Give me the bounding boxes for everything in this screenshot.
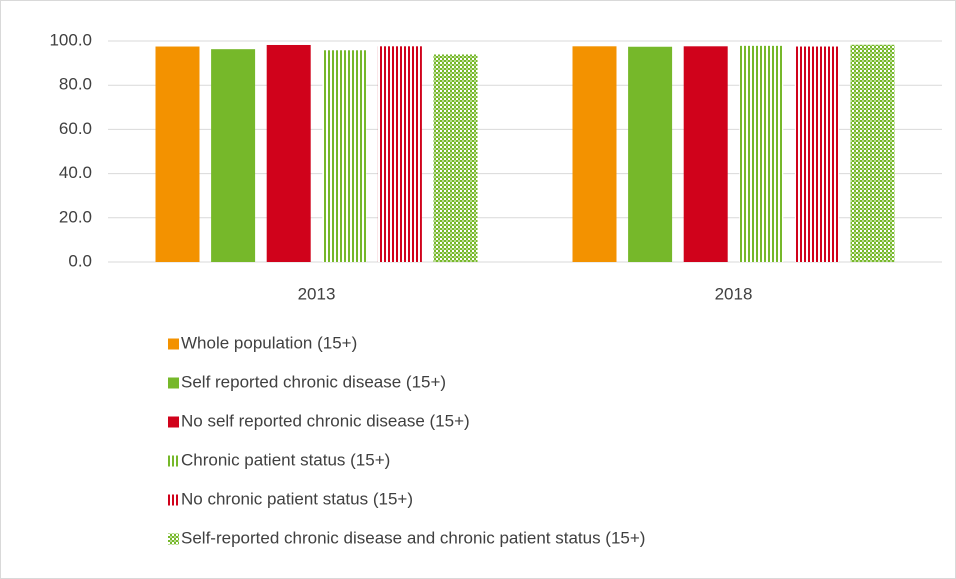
legend-label: Chronic patient status (15+): [181, 450, 390, 469]
bar: [683, 46, 728, 262]
y-tick-label: 40.0: [59, 163, 92, 182]
y-tick-label: 20.0: [59, 207, 92, 226]
bar: [266, 44, 311, 263]
bar: [377, 46, 422, 262]
bar: [433, 54, 478, 262]
bar: [155, 46, 200, 263]
bar: [572, 46, 617, 262]
x-tick-label: 2018: [715, 284, 753, 303]
bar: [322, 50, 367, 263]
bar: [794, 46, 839, 263]
bar: [739, 45, 784, 262]
y-tick-label: 100.0: [49, 30, 92, 49]
legend-swatch: [168, 338, 179, 350]
legend-swatch: [168, 533, 179, 545]
y-tick-label: 0.0: [68, 251, 92, 270]
legend-label: Self-reported chronic disease and chroni…: [181, 528, 645, 547]
bar: [211, 49, 256, 262]
legend-label: Self reported chronic disease (15+): [181, 372, 446, 391]
legend-label: No self reported chronic disease (15+): [181, 411, 470, 430]
y-tick-label: 80.0: [59, 75, 92, 94]
legend-swatch: [168, 377, 179, 389]
legend-label: No chronic patient status (15+): [181, 489, 413, 508]
x-tick-label: 2013: [298, 284, 336, 303]
legend-swatch: [168, 494, 179, 506]
legend-swatch: [168, 416, 179, 428]
legend-label: Whole population (15+): [181, 333, 357, 352]
y-tick-label: 60.0: [59, 119, 92, 138]
bar: [628, 46, 673, 262]
bar: [850, 44, 895, 262]
legend-swatch: [168, 455, 179, 467]
